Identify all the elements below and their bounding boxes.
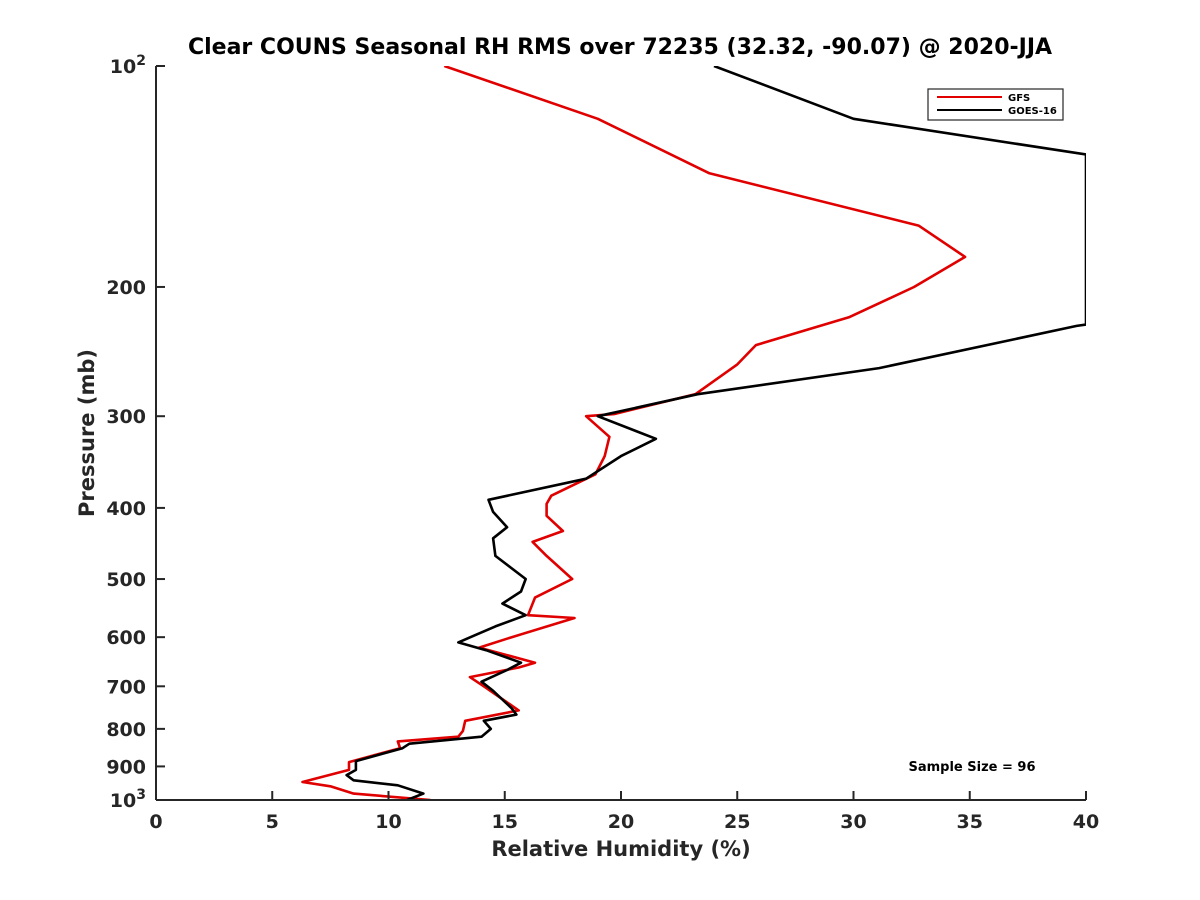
x-tick-label: 35 [957,811,983,833]
x-axis-title: Relative Humidity (%) [491,837,750,861]
x-tick-label: 10 [375,811,401,833]
legend: GFS GOES-16 [927,88,1064,121]
series-line-gfs [301,66,967,800]
x-tick-label: 20 [608,811,634,833]
x-tick-label: 0 [149,811,162,833]
y-tick-label: 400 [106,498,146,520]
legend-label-goes-16: GOES-16 [1008,106,1057,117]
plot-area [301,66,1086,800]
y-tick-label: 800 [106,719,146,741]
y-axis-title: Pressure (mb) [75,349,99,517]
x-tick-label: 5 [266,811,279,833]
legend-box [927,88,1064,121]
series-line-goes-16 [345,66,1086,800]
x-ticks: 0 5 10 15 20 25 30 35 40 [149,791,1099,833]
y-tick-label: 700 [106,676,146,698]
y-tick-label: 102 [110,53,146,78]
y-tick-label: 300 [106,406,146,428]
y-tick-label: 600 [106,627,146,649]
x-tick-label: 40 [1073,811,1099,833]
x-tick-label: 15 [492,811,518,833]
y-tick-label: 103 [110,787,146,812]
x-tick-label: 30 [840,811,866,833]
y-tick-label: 500 [106,569,146,591]
y-ticks: 102 200 300 400 500 600 700 800 900 103 [106,53,165,812]
y-tick-label: 900 [106,756,146,778]
x-tick-label: 25 [724,811,750,833]
y-tick-label: 200 [106,277,146,299]
series-layer [301,66,1086,800]
chart-title: Clear COUNS Seasonal RH RMS over 72235 (… [188,35,1052,60]
legend-label-gfs: GFS [1008,93,1030,104]
sample-size-annotation: Sample Size = 96 [908,760,1035,775]
